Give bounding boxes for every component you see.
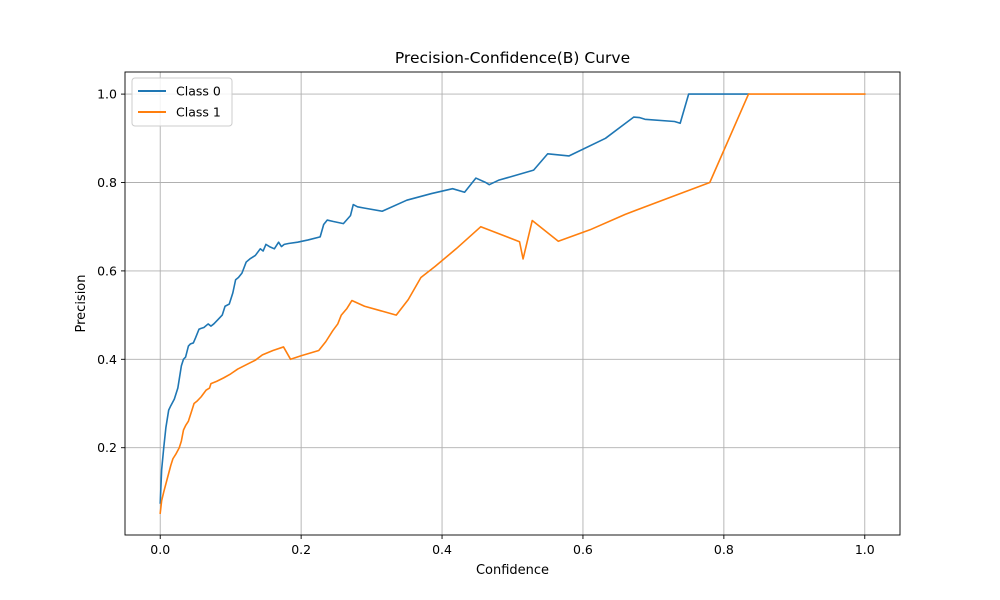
series-line-class-1	[159, 93, 866, 515]
series-lines	[159, 93, 866, 515]
x-tick-label: 0.6	[573, 542, 593, 557]
y-tick-label: 0.2	[97, 440, 117, 455]
plot-frame	[124, 71, 901, 536]
y-tick-label: 0.8	[97, 175, 117, 190]
x-axis-ticks: 0.0 0.2 0.4 0.6 0.8 1.0	[150, 535, 875, 557]
x-axis-label: Confidence	[476, 563, 549, 578]
chart-title: Precision-Confidence(B) Curve	[395, 49, 630, 67]
x-tick-label: 0.8	[714, 542, 734, 557]
x-tick-label: 0.4	[432, 542, 452, 557]
x-tick-label: 1.0	[855, 542, 875, 557]
y-tick-label: 1.0	[97, 87, 117, 102]
legend-label-class-1: Class 1	[176, 105, 221, 120]
legend: Class 0 Class 1	[131, 77, 233, 127]
series-line-class-0	[159, 93, 750, 504]
x-tick-label: 0.0	[150, 542, 170, 557]
y-tick-label: 0.4	[97, 352, 117, 367]
x-tick-label: 0.2	[291, 542, 311, 557]
y-axis-ticks: 0.2 0.4 0.6 0.8 1.0	[97, 87, 125, 455]
legend-label-class-0: Class 0	[176, 84, 221, 99]
y-axis-label: Precision	[74, 274, 89, 332]
y-tick-label: 0.6	[97, 263, 117, 278]
